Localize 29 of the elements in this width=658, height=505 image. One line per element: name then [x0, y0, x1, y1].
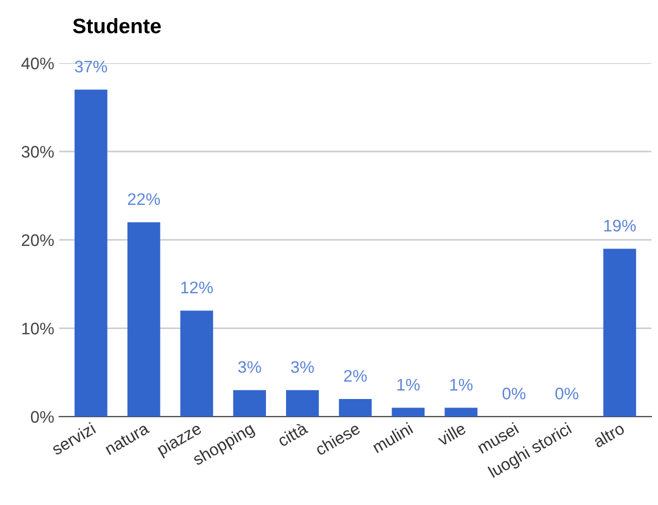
bar: [127, 222, 160, 417]
data-label: 19%: [604, 220, 636, 232]
y-tick-label: 30%: [22, 146, 54, 158]
y-tick-label: 10%: [22, 322, 54, 334]
data-label: 22%: [128, 193, 160, 205]
data-label: 0%: [555, 388, 578, 400]
bar: [392, 408, 425, 417]
data-label: 1%: [450, 378, 473, 391]
data-label: 12%: [181, 282, 213, 294]
x-tick-label: altro: [592, 422, 626, 448]
x-tick-label: città: [276, 421, 309, 448]
data-label: 3%: [291, 361, 314, 373]
x-tick-label: ville: [436, 422, 467, 446]
data-label: 3%: [238, 361, 262, 373]
y-tick-label: 20%: [22, 234, 54, 246]
bar: [286, 390, 319, 417]
bar: [180, 310, 214, 417]
chart-title: Studente: [72, 18, 161, 34]
data-label: 37%: [74, 60, 108, 72]
bar: [603, 248, 636, 417]
y-tick-label: 40%: [21, 58, 54, 70]
data-label: 2%: [344, 370, 367, 382]
bar: [74, 90, 108, 417]
data-label: 0%: [502, 388, 526, 400]
bar: [444, 408, 478, 417]
y-tick-label: 0%: [30, 411, 54, 423]
bar: [233, 390, 266, 417]
data-label: 1%: [397, 378, 420, 391]
bar: [338, 398, 372, 417]
